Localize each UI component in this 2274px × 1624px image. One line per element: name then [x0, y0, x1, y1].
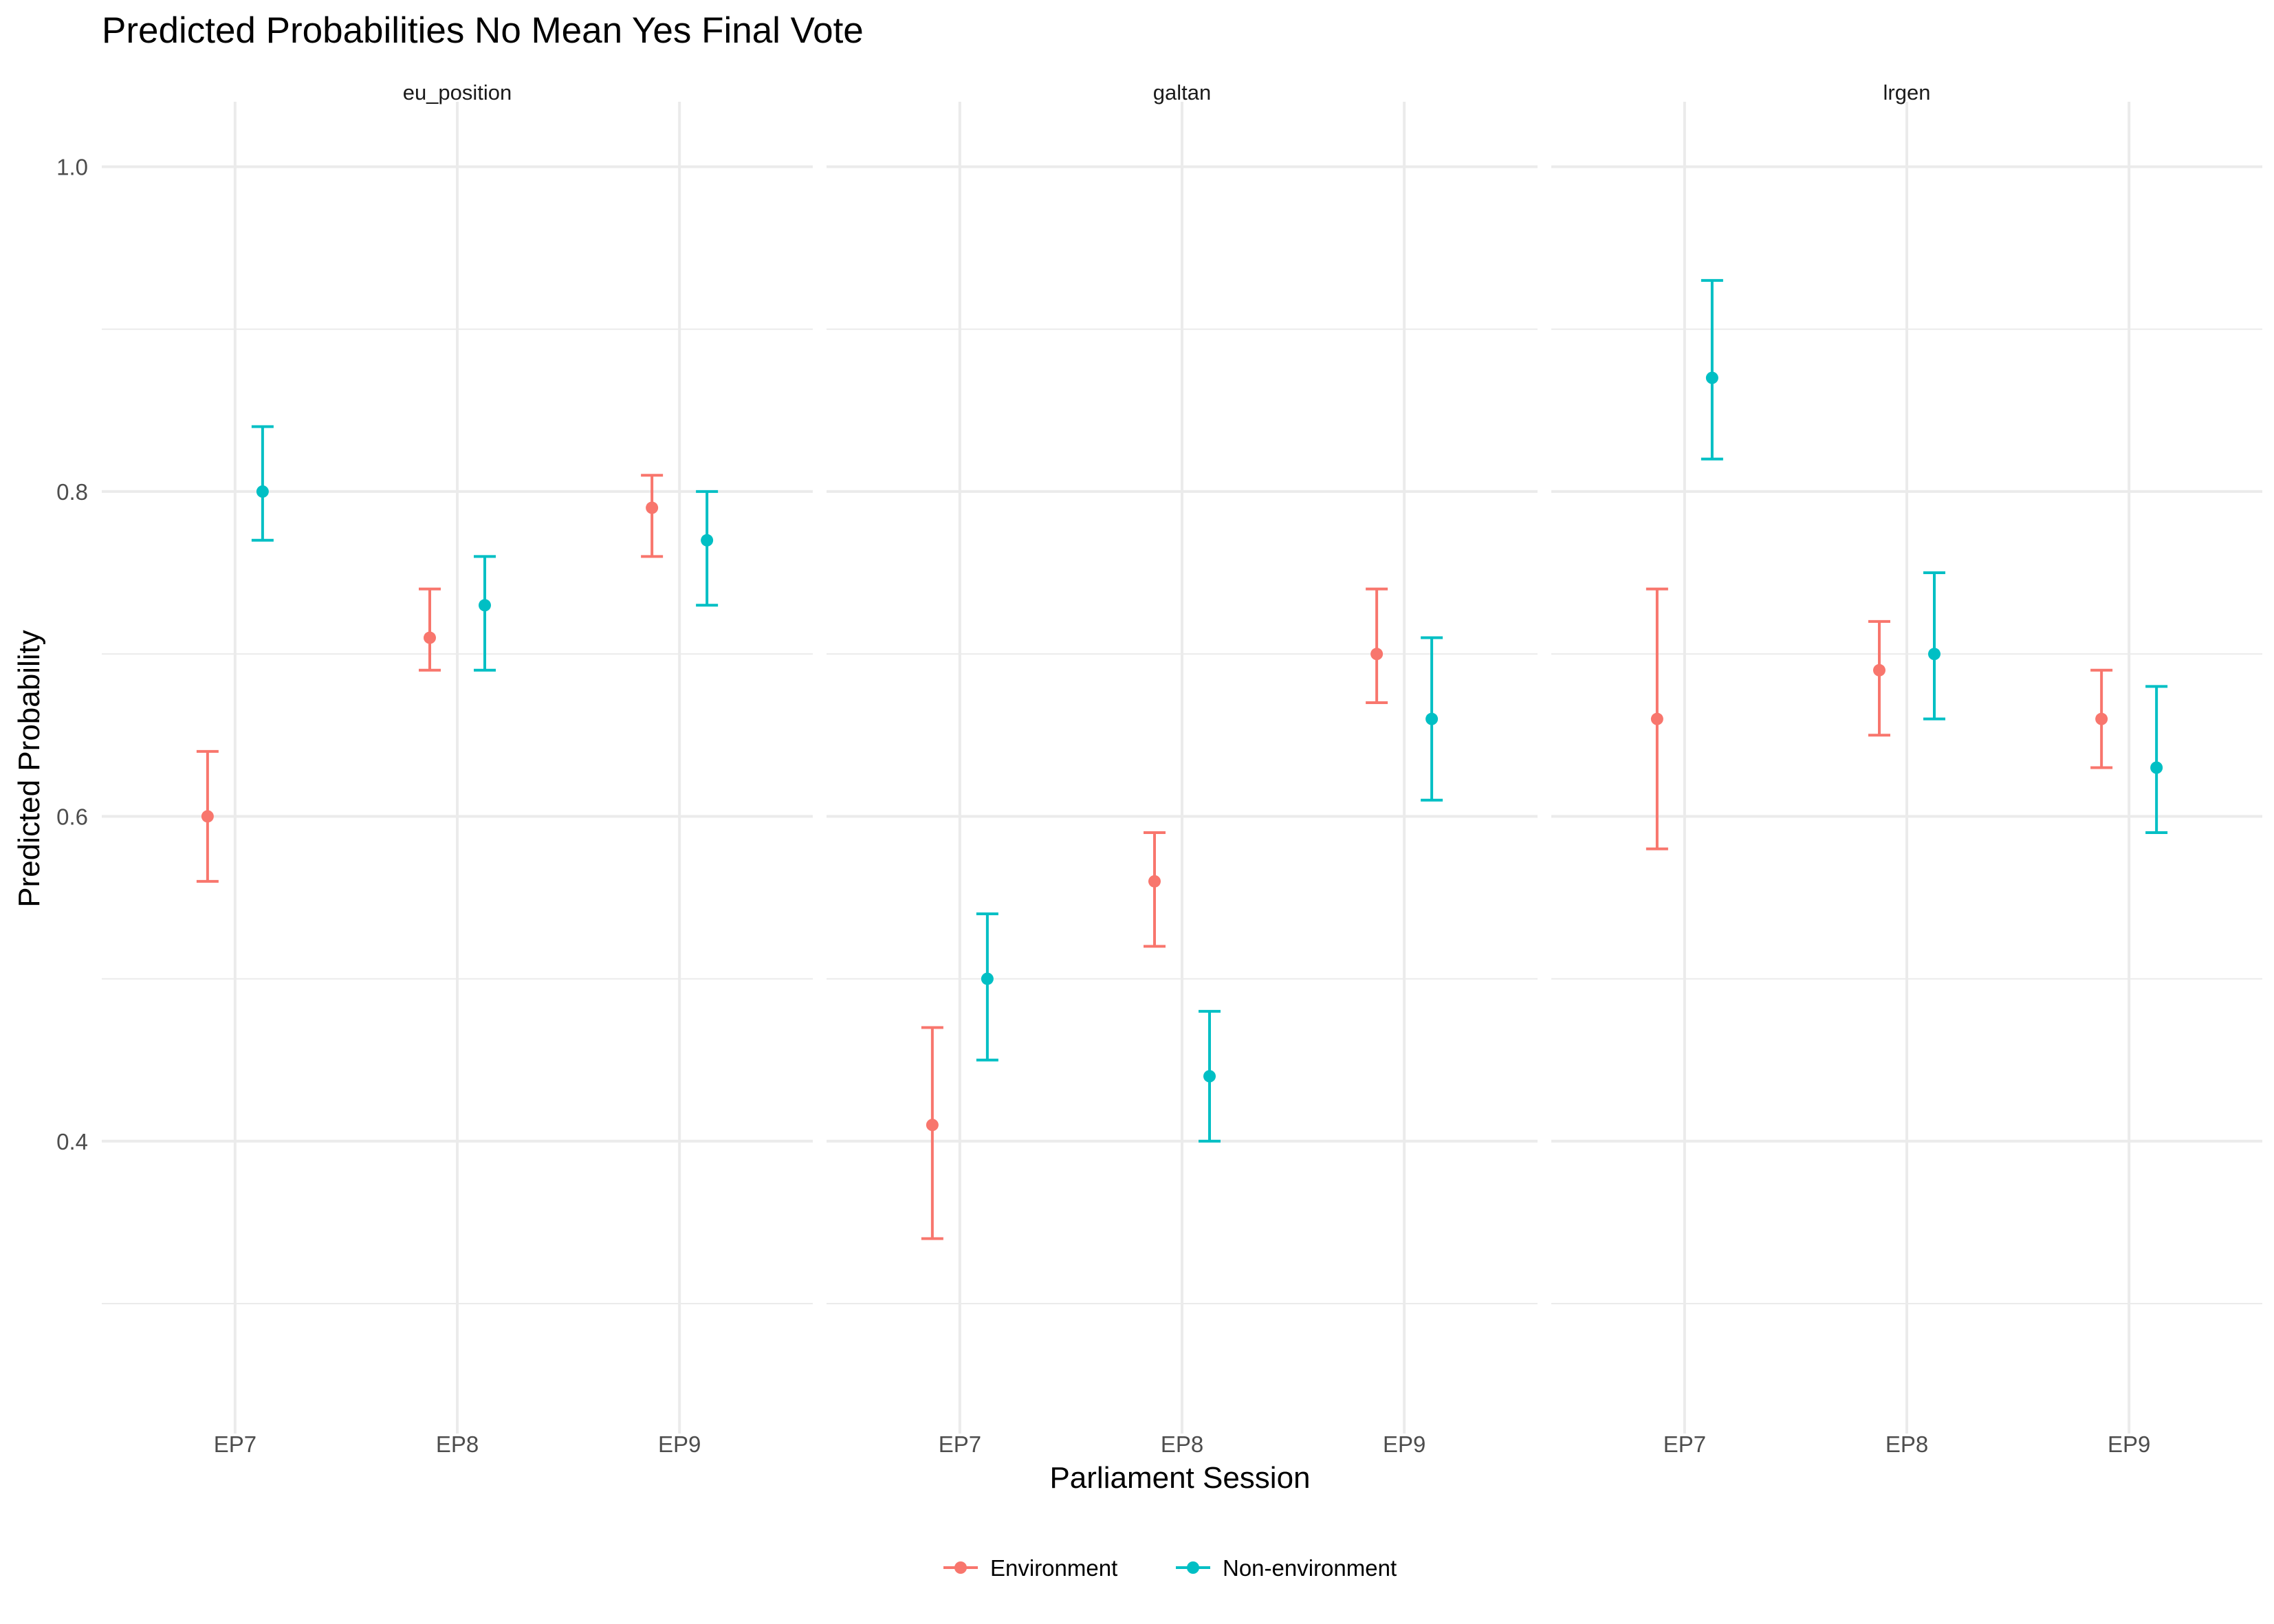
data-point [1650, 712, 1663, 725]
data-point [1148, 875, 1161, 888]
y-axis-title: Predicted Probability [12, 630, 46, 908]
legend-key-point [1187, 1561, 1199, 1574]
data-point [646, 501, 659, 514]
data-point [1873, 663, 1885, 677]
y-tick-label: 0.6 [56, 804, 88, 829]
data-point [256, 485, 269, 498]
x-tick-label: EP9 [1383, 1431, 1425, 1457]
legend-key-point [954, 1561, 967, 1574]
data-point [2095, 712, 2108, 725]
facet-strip-label: eu_position [403, 80, 512, 105]
data-point [479, 599, 491, 612]
series-non-environment [1701, 278, 2168, 834]
data-point [2150, 761, 2163, 774]
x-axis-title: Parliament Session [1049, 1461, 1310, 1495]
series-environment [921, 587, 1388, 1240]
data-point [1370, 648, 1384, 661]
panel-galtan: galtan EP7 EP8 EP9 [827, 80, 1538, 1457]
facet-strip-label: galtan [1153, 80, 1211, 105]
data-point [981, 972, 994, 985]
series-environment [196, 474, 664, 883]
x-tick-label: EP7 [214, 1431, 256, 1457]
series-environment [1646, 587, 2113, 851]
x-tick-label: EP8 [1885, 1431, 1928, 1457]
legend-item-environment: Environment [943, 1555, 1117, 1581]
data-point [424, 631, 436, 644]
data-point [201, 810, 214, 823]
facet-strip-label: lrgen [1883, 80, 1931, 105]
legend-label: Environment [990, 1555, 1117, 1581]
legend: Environment Non-environment [943, 1555, 1397, 1581]
y-axis: 0.4 0.6 0.8 1.0 [56, 154, 88, 1154]
data-point [926, 1119, 939, 1132]
y-tick-label: 0.8 [56, 479, 88, 505]
series-non-environment [251, 425, 719, 672]
x-tick-label: EP9 [2108, 1431, 2150, 1457]
data-point [701, 534, 714, 547]
series-non-environment [976, 636, 1443, 1143]
data-point [1928, 648, 1940, 661]
panel-lrgen: lrgen EP7 EP8 EP9 [1551, 80, 2262, 1457]
panel-eu_position: eu_position EP7 EP8 EP9 [102, 80, 813, 1457]
data-point [1203, 1070, 1216, 1083]
x-tick-label: EP9 [658, 1431, 701, 1457]
x-tick-label: EP8 [1161, 1431, 1203, 1457]
chart-title: Predicted Probabilities No Mean Yes Fina… [102, 10, 864, 51]
x-tick-label: EP7 [939, 1431, 981, 1457]
data-point [1425, 712, 1439, 725]
data-point [1705, 371, 1718, 384]
x-tick-label: EP8 [436, 1431, 479, 1457]
legend-label: Non-environment [1223, 1555, 1397, 1581]
y-tick-label: 0.4 [56, 1129, 88, 1154]
x-tick-label: EP7 [1663, 1431, 1706, 1457]
legend-item-non-environment: Non-environment [1176, 1555, 1397, 1581]
y-tick-label: 1.0 [56, 154, 88, 179]
